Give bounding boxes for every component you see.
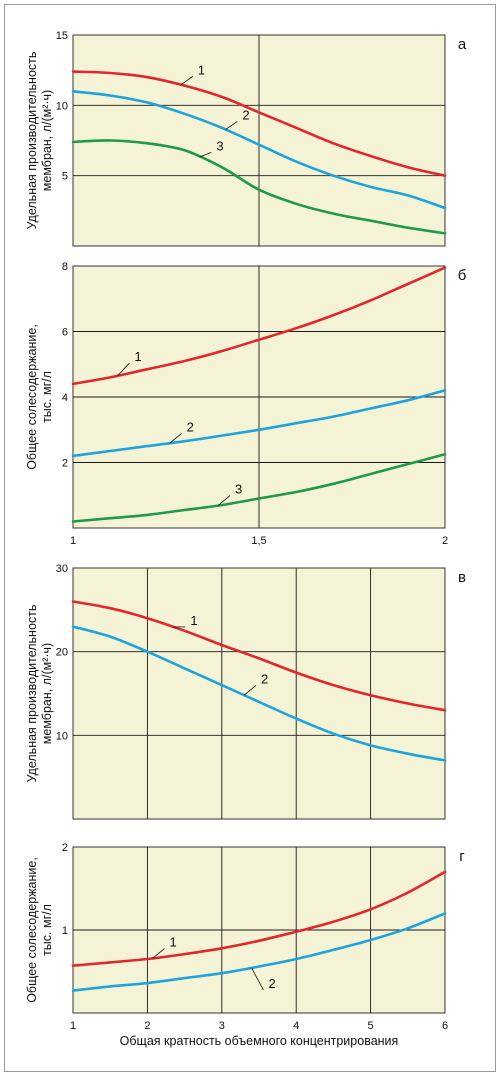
x-tick-label: 2 — [442, 535, 448, 547]
series-line-1 — [71, 70, 447, 177]
y-tick-label: 4 — [62, 392, 68, 404]
y-tick-label: 2 — [62, 842, 68, 854]
series-label: 1 — [169, 935, 176, 950]
y-axis-label: мембран, л/(м²·ч) — [40, 643, 54, 744]
y-axis-label: Удельная производительность — [25, 52, 39, 230]
x-tick-label: 1 — [70, 535, 76, 547]
series-label-leader — [217, 495, 231, 506]
x-tick-label: 2 — [144, 1020, 150, 1032]
series-line-1 — [71, 266, 447, 386]
series-label: 1 — [198, 62, 205, 77]
x-tick-label: 4 — [293, 1020, 299, 1032]
series-label: 2 — [261, 671, 268, 686]
series-label: 1 — [135, 349, 142, 364]
y-axis-label: Общее солесодержание, — [25, 857, 39, 1003]
series-label-leader — [152, 948, 165, 959]
y-tick-label: 10 — [56, 730, 68, 742]
y-tick-label: 15 — [56, 30, 68, 42]
y-tick-label: 30 — [56, 563, 68, 575]
x-tick-label: 6 — [442, 1020, 448, 1032]
series-label-leader — [180, 76, 193, 86]
series-line-3 — [71, 453, 447, 523]
series-label: 1 — [190, 613, 197, 628]
chart-panel-3: 10 20 30 в Удельная производительность мембра… — [25, 563, 466, 820]
series-label: 2 — [268, 976, 275, 991]
y-tick-label: 10 — [56, 100, 68, 112]
series-label-leader — [169, 433, 182, 444]
series-line-2 — [71, 625, 447, 762]
y-tick-label: 20 — [56, 647, 68, 659]
panel-letter: г — [459, 848, 465, 865]
panel-letter: в — [458, 569, 466, 586]
series-line-1 — [71, 870, 447, 967]
x-axis-label: Общая кратность объемного концентрирован… — [120, 1034, 399, 1048]
series-label: 3 — [235, 482, 242, 497]
series-label-leader — [199, 151, 212, 158]
series-label-leader — [117, 362, 130, 376]
series-label-leader — [225, 121, 238, 130]
series-line-1 — [71, 600, 447, 712]
series-label: 2 — [242, 107, 249, 122]
series-line-2 — [71, 90, 447, 210]
series-line-3 — [71, 139, 447, 235]
series-label-leader — [243, 685, 257, 696]
x-tick-label: 1,5 — [251, 535, 266, 547]
series-line-2 — [71, 389, 447, 458]
y-tick-label: 5 — [62, 171, 68, 183]
panel-letter: а — [458, 36, 467, 53]
y-axis-label: Удельная производительность — [25, 605, 39, 783]
y-tick-label: 6 — [62, 327, 68, 339]
plot-area — [72, 567, 446, 820]
series-label: 2 — [187, 419, 194, 434]
y-tick-label: 1 — [62, 925, 68, 937]
chart-panel-4: 1 2 1 2 3 4 5 6 г Общее солесодержание, тыс. мг/л О… — [25, 842, 465, 1048]
chart-panel-2: 2 4 6 8 1 1,5 2 б Общее солесодержание, тыс. мг/л… — [25, 261, 466, 547]
y-tick-label: 2 — [62, 458, 68, 470]
chart-panel-1: 5 10 15 а Удельная производительность мембран… — [25, 30, 467, 247]
y-axis-label: тыс. мг/л — [40, 904, 54, 956]
x-tick-label: 3 — [219, 1020, 225, 1032]
y-tick-label: 8 — [62, 261, 68, 273]
y-axis-label: тыс. мг/л — [40, 371, 54, 423]
panel-letter: б — [458, 267, 467, 284]
series-label: 3 — [216, 138, 223, 153]
x-tick-label: 5 — [368, 1020, 374, 1032]
y-axis-label: Общее солесодержание, — [25, 324, 39, 470]
x-tick-label: 1 — [70, 1020, 76, 1032]
y-axis-label: мембран, л/(м²·ч) — [40, 90, 54, 191]
series-line-2 — [71, 912, 447, 992]
series-label-leader — [251, 967, 264, 991]
